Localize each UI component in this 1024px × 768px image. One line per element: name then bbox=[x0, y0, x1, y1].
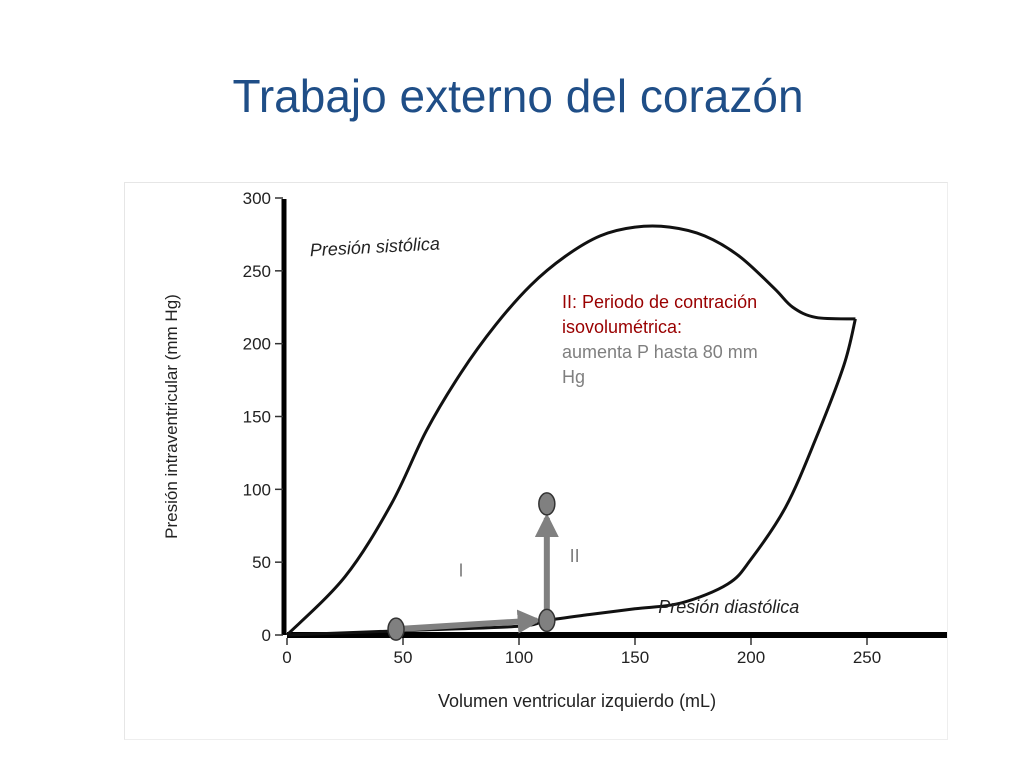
y-tick-label: 50 bbox=[252, 553, 271, 572]
period-label: I bbox=[458, 561, 463, 581]
diastolic-series-label: Presión diastólica bbox=[658, 597, 799, 617]
pressure-volume-chart: 0 50 100 150 200 250 300 0 50 100 150 200 250 Volume… bbox=[162, 189, 947, 711]
cycle-point-marker bbox=[538, 608, 556, 633]
y-tick-label: 100 bbox=[243, 480, 271, 499]
markers bbox=[387, 492, 556, 641]
systolic-series-label: Presión sistólica bbox=[309, 233, 440, 260]
x-tick-label: 150 bbox=[621, 648, 649, 667]
period-annotation: II: Periodo de contración isovolumétrica… bbox=[562, 290, 772, 390]
x-tick-label: 0 bbox=[282, 648, 291, 667]
y-axis-title: Presión intraventricular (mm Hg) bbox=[162, 294, 181, 539]
period-label: II bbox=[570, 546, 580, 566]
curves bbox=[285, 224, 857, 637]
diastolic-curve bbox=[286, 318, 857, 637]
systolic-curve bbox=[285, 224, 856, 637]
y-tick-label: 150 bbox=[243, 408, 271, 427]
x-tick-label: 250 bbox=[853, 648, 881, 667]
x-tick-label: 100 bbox=[505, 648, 533, 667]
slide-title: Trabajo externo del corazón bbox=[232, 70, 804, 122]
annotation-heading: II: Periodo de contración isovolumétrica… bbox=[562, 292, 758, 337]
x-tick-label: 200 bbox=[737, 648, 765, 667]
x-axis-title: Volumen ventricular izquierdo (mL) bbox=[438, 691, 716, 711]
arrows bbox=[395, 513, 559, 634]
y-tick-label: 0 bbox=[262, 626, 271, 645]
tick-labels: 0 50 100 150 200 250 300 0 50 100 150 200 250 bbox=[243, 189, 882, 667]
cycle-point-marker bbox=[538, 492, 556, 516]
y-tick-label: 250 bbox=[243, 262, 271, 281]
pressure-volume-figure: 0 50 100 150 200 250 300 0 50 100 150 200 250 Volume… bbox=[124, 182, 948, 740]
y-tick-label: 200 bbox=[243, 335, 271, 354]
cycle-point-marker bbox=[387, 617, 405, 641]
annotation-body: aumenta P hasta 80 mm Hg bbox=[562, 342, 758, 387]
y-tick-label: 300 bbox=[243, 189, 271, 208]
phase-i-arrow bbox=[395, 609, 542, 634]
axes bbox=[281, 199, 947, 638]
x-tick-label: 50 bbox=[394, 648, 413, 667]
